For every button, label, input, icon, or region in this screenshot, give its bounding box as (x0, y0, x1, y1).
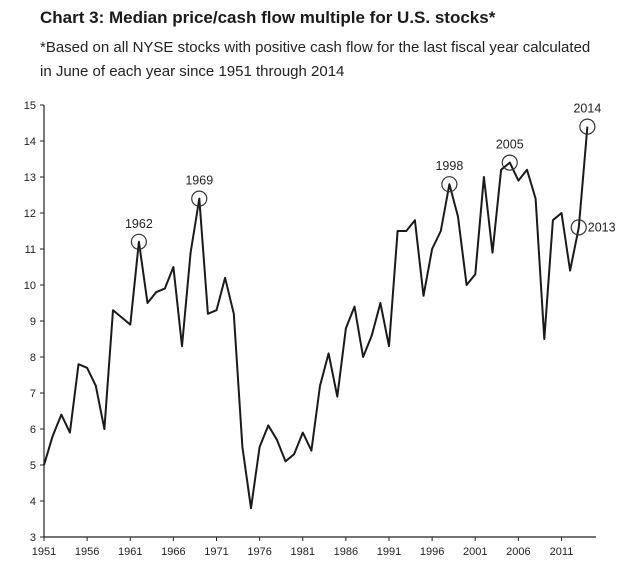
x-tick-label: 1981 (291, 546, 315, 558)
annotation-label: 2013 (588, 220, 616, 234)
x-tick-label: 2001 (463, 546, 487, 558)
x-tick-label: 1961 (118, 546, 142, 558)
x-axis-ticks: 1951 1956 1961 1966 1971 1976 1981 1986 1991 1996… (32, 537, 574, 558)
y-tick-label: 4 (30, 496, 36, 508)
x-tick-label: 1956 (75, 546, 99, 558)
x-tick-label: 1971 (204, 546, 228, 558)
annotation-circle (579, 118, 596, 135)
y-tick-label: 11 (25, 244, 36, 256)
series-group (43, 126, 589, 510)
annotation-label: 1962 (125, 217, 153, 231)
y-tick-label: 13 (24, 172, 36, 184)
annotation-circle (441, 176, 458, 193)
series-line (43, 126, 589, 510)
y-tick-label: 14 (24, 136, 36, 148)
y-tick-label: 12 (24, 208, 36, 220)
y-tick-label: 3 (30, 532, 36, 544)
y-tick-label: 15 (24, 100, 36, 112)
annotation-circle (570, 219, 587, 236)
y-tick-label: 9 (30, 316, 36, 328)
annotation-circle (501, 154, 518, 171)
x-tick-label: 1966 (161, 546, 185, 558)
annotation-circle (191, 190, 208, 207)
y-axis-ticks: 3 4 5 6 7 8 9 10 11 12 13 14 15 (24, 100, 44, 544)
x-tick-label: 2006 (506, 546, 530, 558)
x-tick-label: 1976 (247, 546, 271, 558)
y-tick-label: 6 (30, 424, 36, 436)
y-tick-label: 7 (30, 388, 36, 400)
chart-title: Chart 3: Median price/cash flow multiple… (40, 8, 496, 27)
x-tick-label: 2011 (550, 546, 574, 558)
chart-subtitle: *Based on all NYSE stocks with positive … (40, 39, 591, 80)
annotation-label: 2014 (573, 102, 601, 116)
annotation-label: 1998 (435, 159, 463, 173)
y-tick-label: 5 (30, 460, 36, 472)
x-tick-label: 1996 (420, 546, 444, 558)
x-tick-label: 1986 (334, 546, 358, 558)
x-tick-label: 1991 (377, 546, 401, 558)
annotation-label: 1969 (185, 174, 213, 188)
y-tick-label: 8 (30, 352, 36, 364)
y-tick-label: 10 (24, 280, 36, 292)
annotation-label: 2005 (496, 138, 524, 152)
annotation-circle (130, 233, 147, 250)
annotations-group: 1962 1969 1998 2005 2013 2014 (125, 102, 616, 250)
x-tick-label: 1951 (32, 546, 56, 558)
